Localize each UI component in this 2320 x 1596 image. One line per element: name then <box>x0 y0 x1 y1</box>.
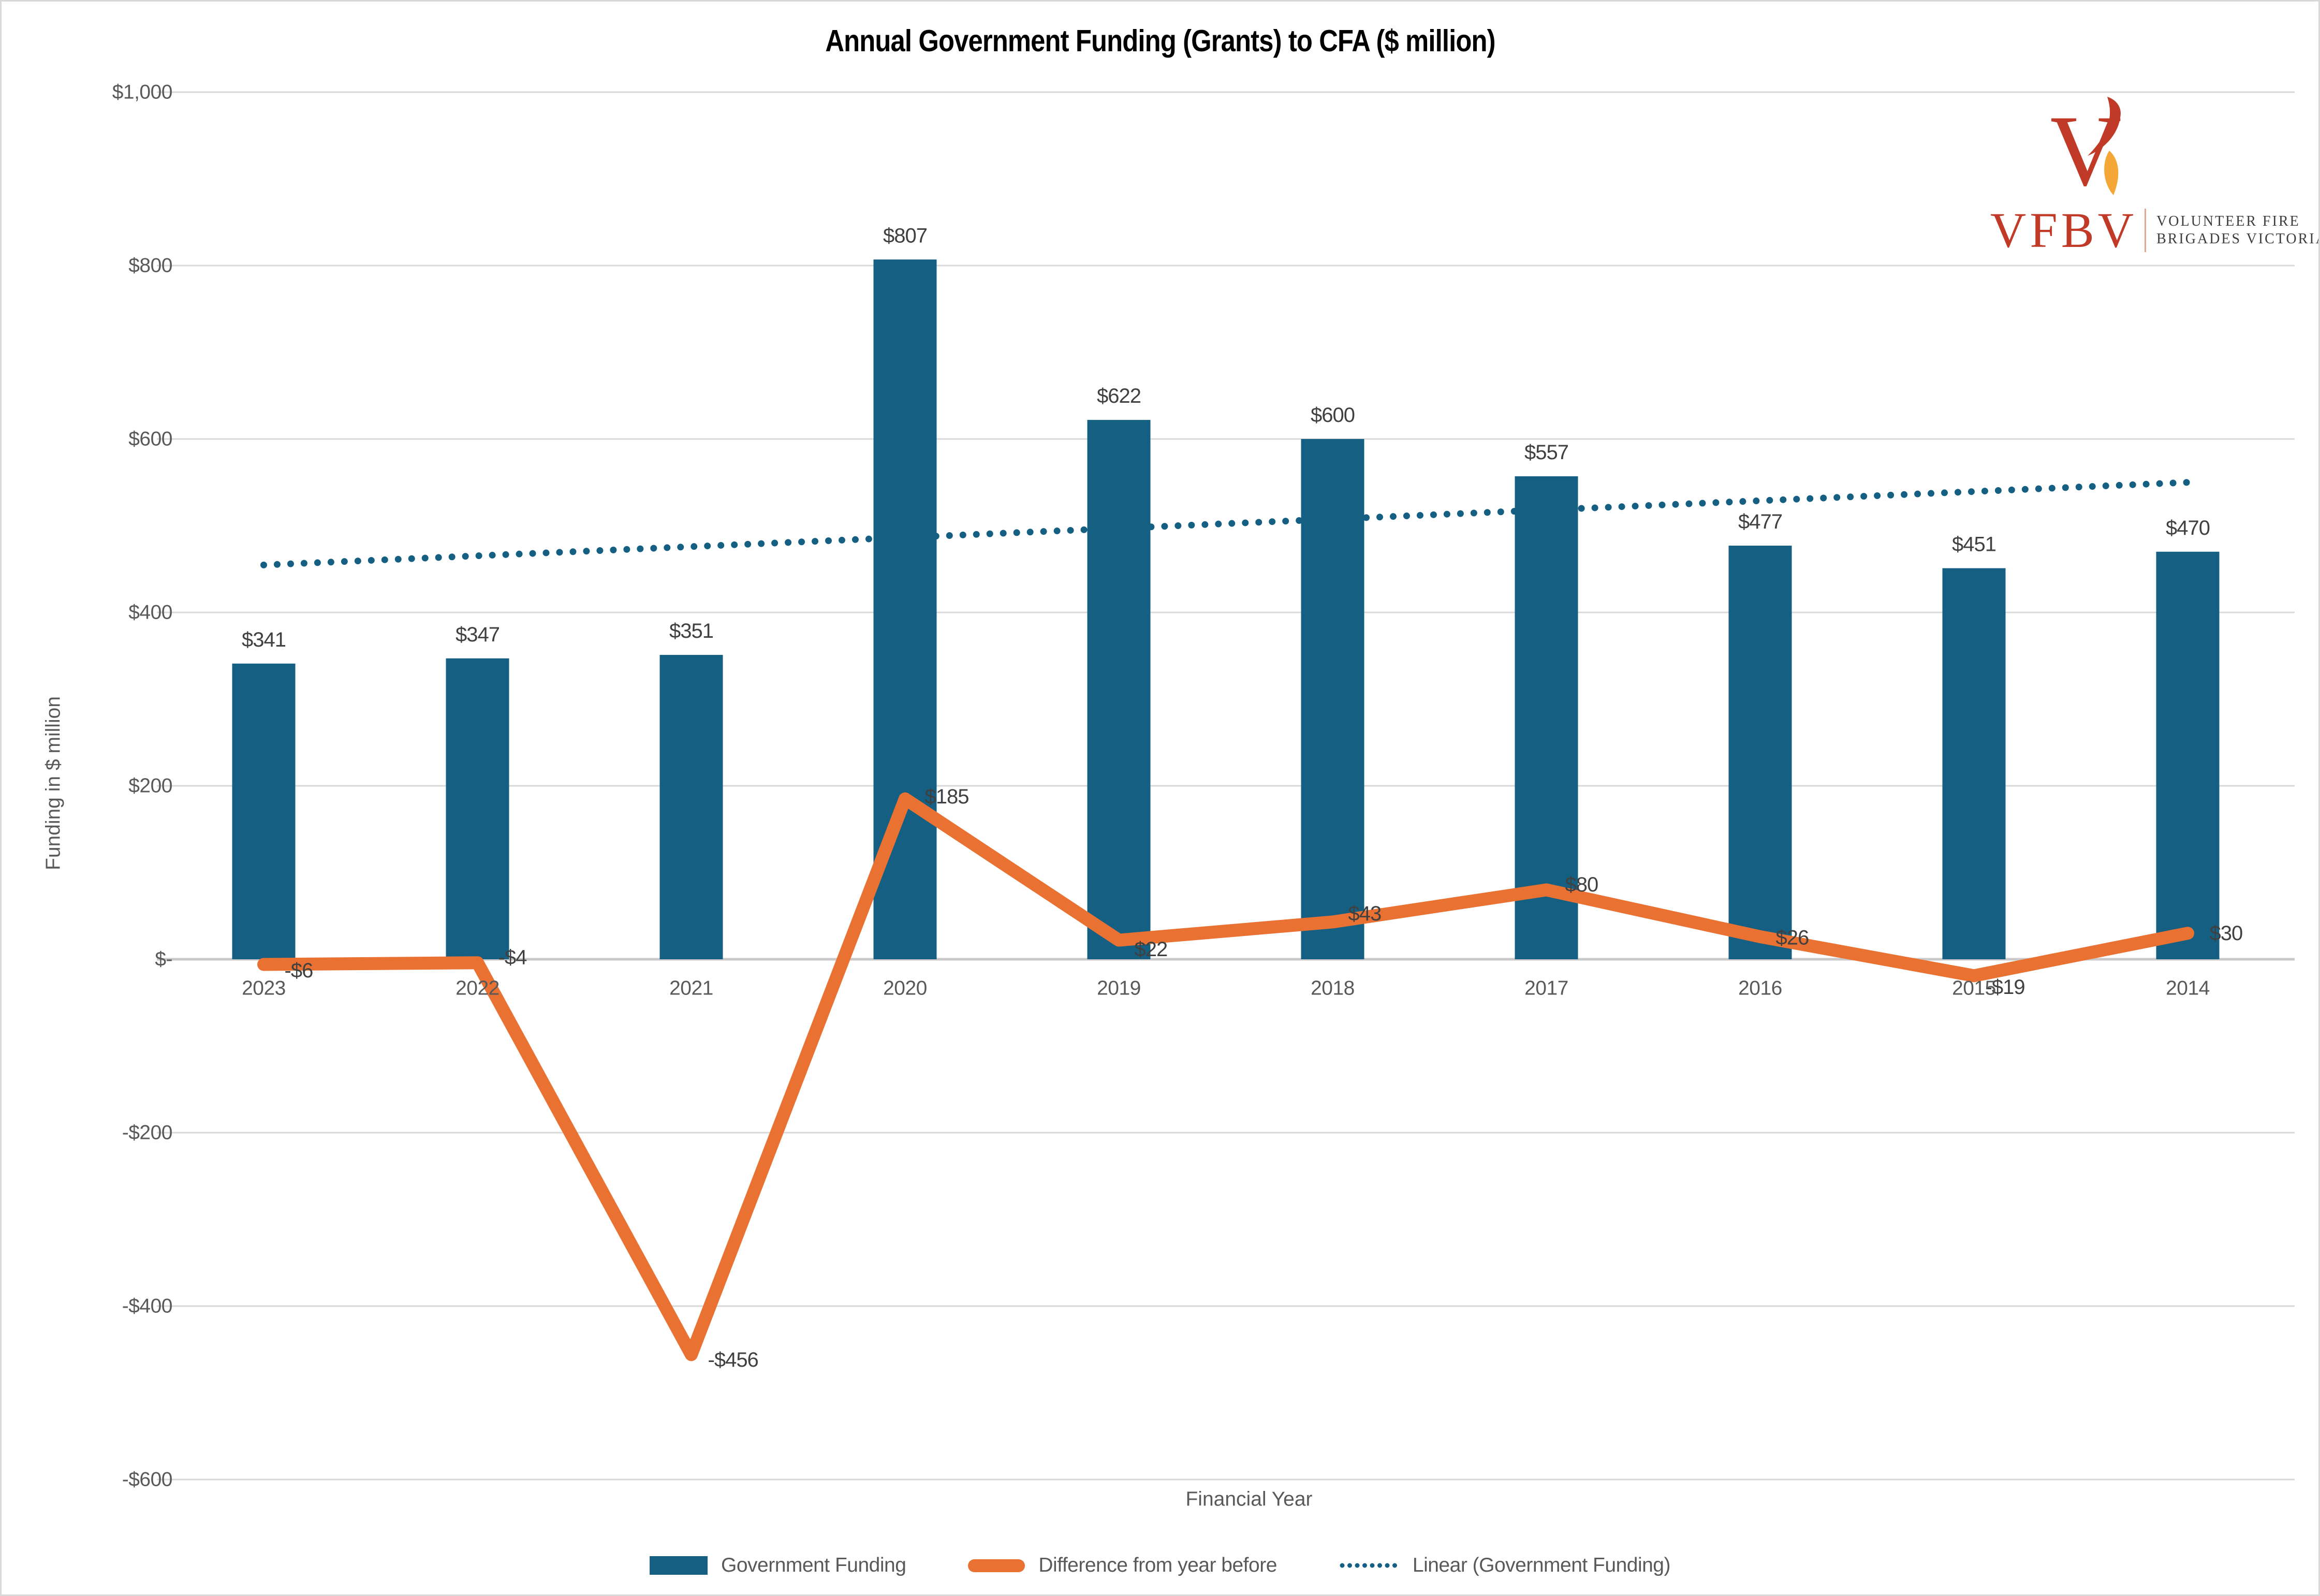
year-label-2020: 2020 <box>883 977 927 1000</box>
trendline-linear-government-funding <box>260 479 2191 568</box>
bar-2021 <box>659 655 723 959</box>
year-label-2021: 2021 <box>669 977 713 1000</box>
legend-swatch-line-icon <box>968 1559 1025 1572</box>
legend-item-trendline: Linear (Government Funding) <box>1339 1554 1670 1577</box>
legend-swatch-dotted-icon <box>1340 1563 1399 1568</box>
diff-label-2016: $26 <box>1776 926 1809 949</box>
legend-item-government-funding: Government Funding <box>650 1554 906 1577</box>
bar-2015 <box>1942 568 2006 959</box>
xaxis-title: Financial Year <box>1185 1488 1312 1511</box>
yaxis-title: Funding in $ million <box>42 696 65 870</box>
ytick-label-800: $800 <box>128 255 172 277</box>
year-label-2023: 2023 <box>242 977 286 1000</box>
bar-label-2021: $351 <box>669 620 713 642</box>
year-label-2014: 2014 <box>2166 977 2210 1000</box>
difference-line <box>257 792 2194 1361</box>
diff-label-2019: $22 <box>1135 938 1168 961</box>
ytick-label-600: $600 <box>128 428 172 450</box>
legend-label-trendline: Linear (Government Funding) <box>1412 1554 1671 1576</box>
diff-label-2015: -$19 <box>1986 976 2025 999</box>
vfbv-org-name: VOLUNTEER FIRE BRIGADES VICTORIA <box>2156 213 2320 248</box>
bar-2016 <box>1728 546 1792 959</box>
legend-item-difference: Difference from year before <box>968 1554 1277 1577</box>
ytick-label--600: -$600 <box>122 1469 172 1491</box>
year-label-2015: 2015 <box>1952 977 1996 1000</box>
bar-2018 <box>1301 439 1364 959</box>
bar-2023 <box>232 663 296 959</box>
vfbv-logo: V VFBV VOLUNTEER FIRE BRIGADES VICTORIA <box>1990 96 2318 261</box>
logo-divider <box>2145 209 2147 252</box>
ytick-label-1000: $1,000 <box>112 81 172 104</box>
legend-label-government-funding: Government Funding <box>721 1554 906 1576</box>
ytick-label-200: $200 <box>128 775 172 797</box>
year-label-2016: 2016 <box>1738 977 1782 1000</box>
year-label-2019: 2019 <box>1097 977 1141 1000</box>
year-label-2018: 2018 <box>1311 977 1355 1000</box>
bar-2019 <box>1087 420 1151 959</box>
ytick-label--200: -$200 <box>122 1122 172 1144</box>
vfbv-org-line1: VOLUNTEER FIRE <box>2156 213 2300 229</box>
bar-label-2019: $622 <box>1097 385 1141 407</box>
bar-2022 <box>446 658 509 959</box>
bar-label-2022: $347 <box>456 623 500 646</box>
legend-label-difference: Difference from year before <box>1038 1554 1277 1576</box>
ytick-label-0: $- <box>155 948 172 971</box>
vfbv-acronym: VFBV <box>1990 202 2138 258</box>
ytick-label--400: -$400 <box>122 1295 172 1317</box>
bar-label-2023: $341 <box>242 628 286 651</box>
year-label-2017: 2017 <box>1524 977 1568 1000</box>
chart-title-text: Annual Government Funding (Grants) to CF… <box>825 24 1495 58</box>
legend-swatch-bar-icon <box>650 1556 708 1575</box>
bar-2017 <box>1515 476 1578 959</box>
chart-legend: Government Funding Difference from year … <box>2 1554 2318 1577</box>
chart-title: Annual Government Funding (Grants) to CF… <box>2 23 2318 58</box>
flame-dark <box>2088 97 2121 156</box>
vfbv-org-line2: BRIGADES VICTORIA <box>2156 231 2320 247</box>
bar-label-2017: $557 <box>1524 441 1568 464</box>
bar-2014 <box>2156 551 2220 959</box>
diff-label-2021: -$456 <box>708 1349 758 1371</box>
diff-label-2022: -$4 <box>498 946 527 969</box>
diff-label-2020: $185 <box>925 785 969 808</box>
bar-label-2016: $477 <box>1738 510 1782 533</box>
year-label-2022: 2022 <box>456 977 500 1000</box>
diff-label-2023: -$6 <box>285 959 313 982</box>
flame-amber <box>2104 151 2119 195</box>
diff-label-2017: $80 <box>1565 873 1598 896</box>
diff-label-2014: $30 <box>2210 922 2243 945</box>
bar-label-2014: $470 <box>2166 517 2210 539</box>
bar-label-2015: $451 <box>1952 533 1996 556</box>
vfbv-logo-text-row: VFBV VOLUNTEER FIRE BRIGADES VICTORIA <box>1990 202 2320 258</box>
bar-label-2020: $807 <box>883 224 927 247</box>
diff-label-2018: $43 <box>1348 902 1382 925</box>
vfbv-flame-icon: V <box>2051 96 2122 204</box>
ytick-label-400: $400 <box>128 602 172 624</box>
bar-label-2018: $600 <box>1311 404 1355 427</box>
